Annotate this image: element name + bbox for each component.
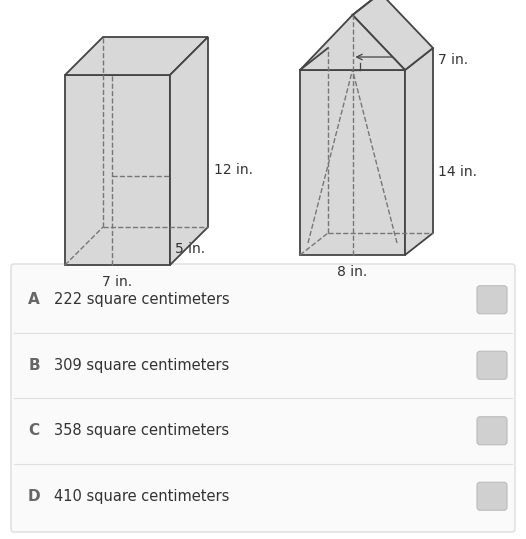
Polygon shape — [405, 48, 433, 255]
Polygon shape — [65, 75, 170, 265]
Text: C: C — [28, 423, 39, 438]
FancyBboxPatch shape — [477, 482, 507, 510]
Text: A: A — [28, 292, 40, 307]
Text: 5 in.: 5 in. — [175, 242, 205, 256]
Text: 8 in.: 8 in. — [337, 265, 368, 279]
Text: 309 square centimeters: 309 square centimeters — [54, 358, 229, 373]
Polygon shape — [65, 37, 208, 75]
Text: 12 in.: 12 in. — [214, 163, 253, 177]
Polygon shape — [170, 37, 208, 265]
Text: B: B — [28, 358, 40, 373]
Text: 410 square centimeters: 410 square centimeters — [54, 489, 229, 504]
Text: 7 in.: 7 in. — [438, 53, 468, 67]
Polygon shape — [300, 15, 405, 70]
Text: D: D — [28, 489, 41, 504]
Text: 7 in.: 7 in. — [103, 275, 133, 289]
Text: 14 in.: 14 in. — [438, 165, 477, 179]
FancyBboxPatch shape — [477, 286, 507, 314]
Text: 358 square centimeters: 358 square centimeters — [54, 423, 229, 438]
Polygon shape — [352, 0, 433, 70]
Text: 222 square centimeters: 222 square centimeters — [54, 292, 230, 307]
FancyBboxPatch shape — [11, 264, 515, 532]
Polygon shape — [300, 70, 405, 255]
FancyBboxPatch shape — [477, 351, 507, 379]
FancyBboxPatch shape — [477, 417, 507, 445]
